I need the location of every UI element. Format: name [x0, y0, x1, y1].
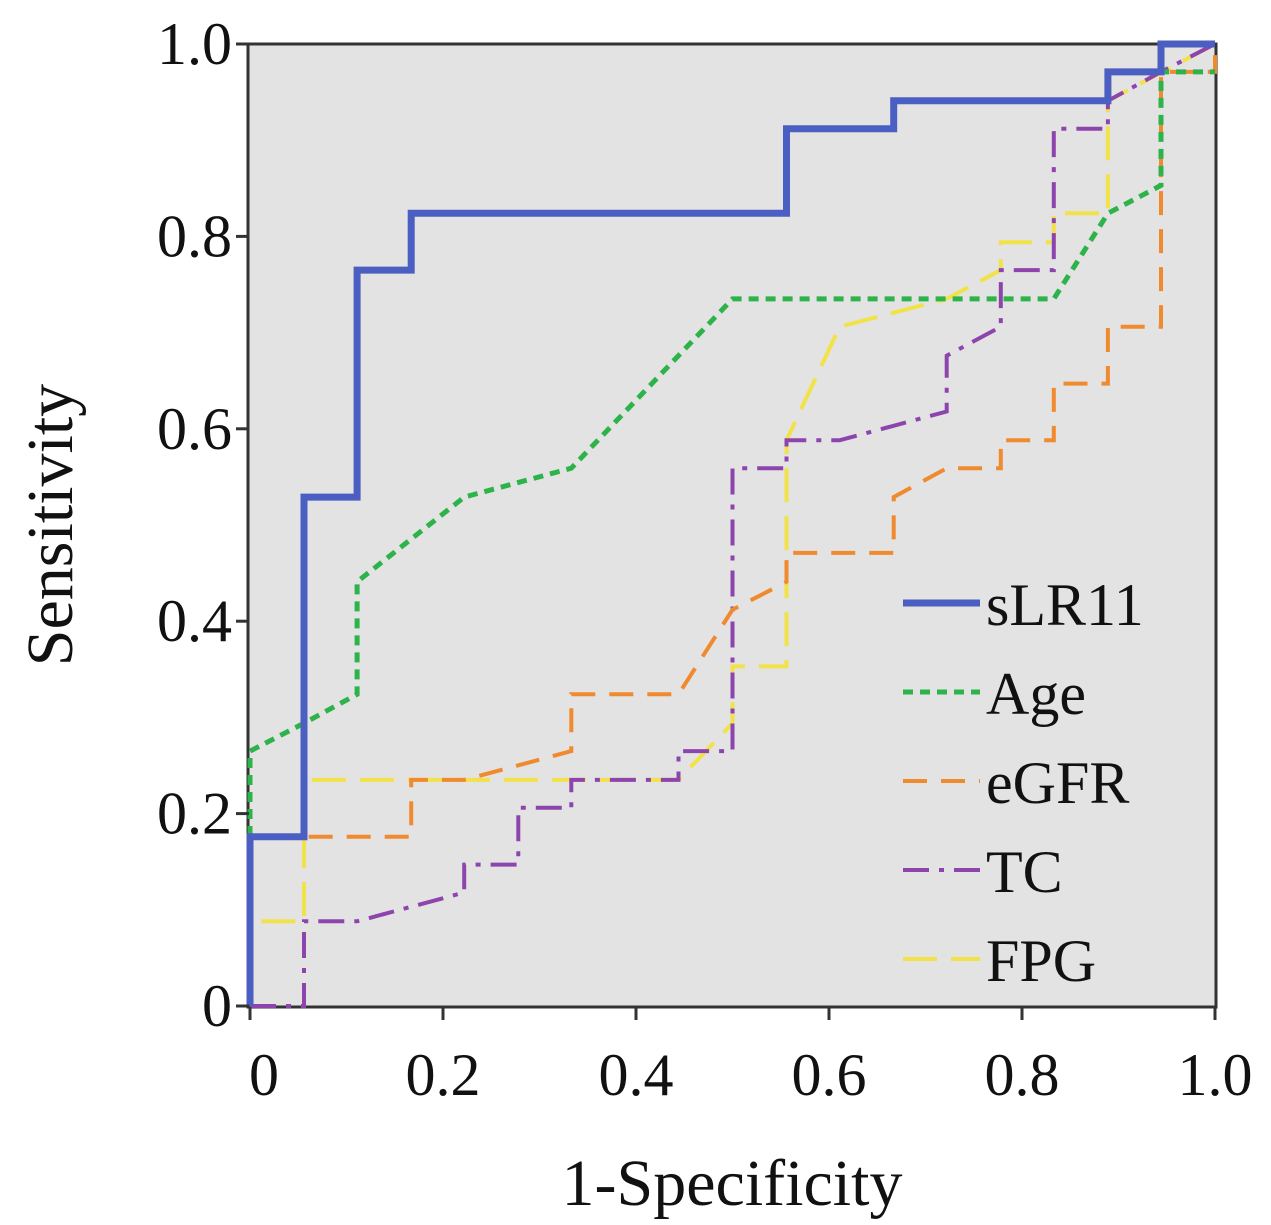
- series-layer: [246, 40, 1217, 1008]
- series-line-tc: [250, 42, 1216, 1008]
- axes-layer: 0 0.2 0.4 0.6 0.8 1.0 0 0.2 0.4 0.6 0.8 1.0: [157, 11, 1253, 1108]
- legend-label-age: Age: [986, 661, 1086, 727]
- legend-label-egfr: eGFR: [986, 750, 1129, 816]
- x-tick-label: 0: [249, 1042, 279, 1108]
- legend: sLR11 Age eGFR TC FPG: [903, 572, 1144, 994]
- series-line-slr11: [246, 40, 1215, 1006]
- x-tick-label: 1.0: [1178, 1042, 1253, 1108]
- y-tick-label: 1.0: [157, 11, 232, 77]
- y-tick-label: 0.8: [157, 203, 232, 269]
- y-axis-title: Sensitivity: [14, 384, 87, 666]
- legend-label-tc: TC: [986, 839, 1063, 905]
- x-tick-label: 0.4: [599, 1042, 674, 1108]
- x-tick-label: 0.6: [792, 1042, 867, 1108]
- y-tick-label: 0.4: [157, 588, 232, 654]
- legend-label-slr11: sLR11: [986, 572, 1144, 638]
- x-axis-title: 1-Specificity: [562, 1147, 903, 1220]
- y-tick-label: 0: [202, 973, 232, 1039]
- x-tick-label: 0.2: [406, 1042, 481, 1108]
- x-tick-label: 0.8: [985, 1042, 1060, 1108]
- y-tick-label: 0.6: [157, 396, 232, 462]
- series-line-egfr: [248, 44, 1217, 1006]
- y-tick-label: 0.2: [157, 781, 232, 847]
- legend-label-fpg: FPG: [986, 928, 1096, 994]
